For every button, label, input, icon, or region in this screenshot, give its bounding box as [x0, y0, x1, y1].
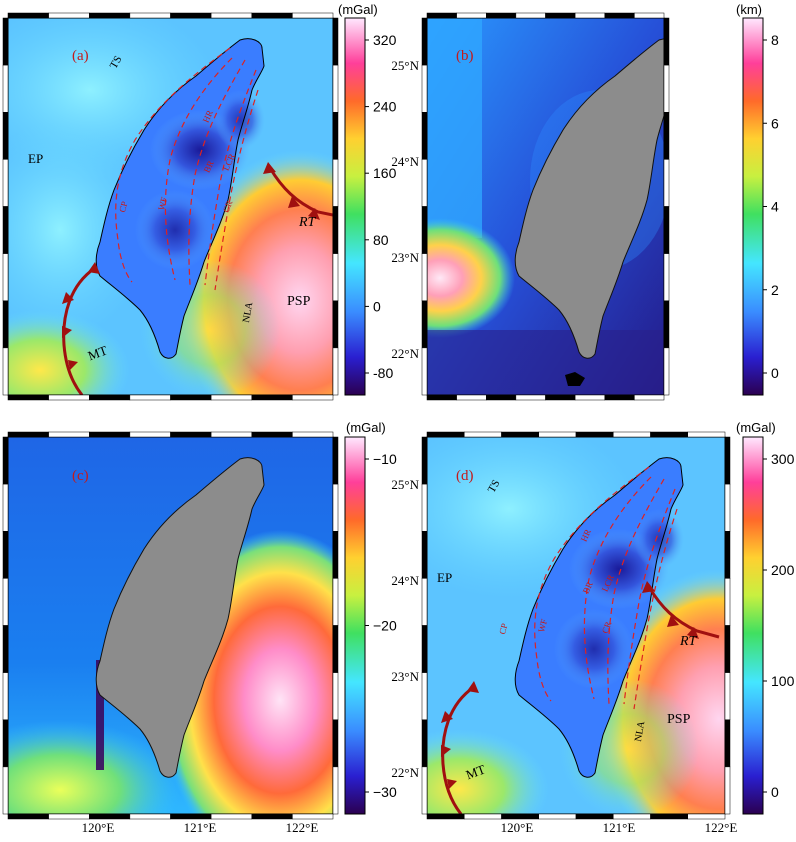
panel-d: (d) TS EP RT PSP MT NLA CP WF HR BR LCR … [421, 431, 731, 820]
lat-label: 23°N [391, 669, 419, 684]
colorbar-a-tick: 0 [373, 298, 381, 314]
panel-a-label-psp: PSP [287, 294, 311, 309]
colorbar-d-tick: 0 [771, 784, 779, 800]
lat-label: 25°N [0, 58, 1, 73]
panel-b-frame [421, 12, 670, 401]
panel-d-fault-wf: WF [536, 618, 549, 634]
panel-d-frame [421, 431, 731, 820]
lat-label: 22°N [391, 765, 419, 780]
panel-b: (b) [421, 12, 670, 401]
colorbar-c-tick: −10 [373, 451, 397, 467]
lon-label: 120°E [501, 820, 534, 835]
panel-d-fault-cr: CR [600, 620, 614, 635]
axis-labels: 25°N 24°N 23°N 22°N 25°N 24°N 23°N 22°N 25°N 24°N… [0, 58, 737, 835]
colorbar-c-tick: −30 [373, 784, 397, 800]
colorbar-a-tick: 240 [373, 99, 397, 115]
colorbar-d: (mGal) 300 200 100 0 [736, 420, 795, 815]
colorbar-a-tick: 320 [373, 32, 397, 48]
panel-b-map: (b) [427, 18, 664, 395]
panel-a-fault-wf: WF [156, 196, 169, 212]
panel-d-map: (d) TS EP RT PSP MT NLA CP WF HR BR LCR … [427, 437, 725, 814]
colorbar-b-tick: 6 [771, 115, 779, 131]
colorbar-a: (mGal) 320 240 160 80 0 -80 [338, 2, 397, 396]
panel-d-label-nla: NLA [633, 720, 648, 743]
lat-label: 22°N [391, 346, 419, 361]
panel-c-map: (c) [8, 437, 333, 814]
colorbar-d-tick: 200 [771, 562, 795, 578]
rt-trench [268, 167, 333, 217]
colorbar-a-unit: (mGal) [338, 2, 378, 17]
panel-d-label-ep: EP [437, 570, 452, 585]
panel-a-fault-br: BR [202, 159, 216, 174]
colorbar-a-tick: 80 [373, 232, 389, 248]
lat-label: 25°N [391, 58, 419, 73]
lat-label: 25°N [391, 477, 419, 492]
panel-a-frame [2, 12, 339, 401]
lat-label: 25°N [0, 477, 1, 492]
panel-a: (a) TS EP RT PSP MT NLA CP WF HR BR LCR … [2, 12, 339, 401]
panel-a-fault-cp: CP [117, 200, 130, 213]
panel-c-letter: (c) [72, 468, 89, 484]
colorbar-c-unit: (mGal) [346, 420, 386, 435]
mt-trench [62, 266, 96, 395]
colorbar-b-tick: 0 [771, 365, 779, 381]
panel-a-letter: (a) [72, 48, 89, 64]
panel-d-fault-cp: CP [497, 622, 510, 635]
panel-a-label-ep: EP [28, 151, 43, 166]
panel-d-fault-hr: HR [579, 528, 593, 544]
lat-label: 24°N [0, 573, 1, 588]
panel-b-letter: (b) [456, 48, 474, 64]
lat-label: 22°N [0, 346, 1, 361]
lon-label: 121°E [184, 820, 217, 835]
panel-d-label-rt: RT [679, 634, 698, 649]
panel-a-faults [115, 47, 259, 291]
colorbar-c: (mGal) −10 −20 −30 [344, 420, 397, 815]
lat-label: 23°N [0, 250, 1, 265]
lat-label: 24°N [0, 154, 1, 169]
colorbar-b-tick: 2 [771, 282, 779, 298]
lon-label: 120°E [82, 820, 115, 835]
colorbar-c-tick: −20 [373, 618, 397, 634]
lon-label: 122°E [705, 820, 738, 835]
panel-d-letter: (d) [456, 468, 474, 484]
panel-a-fault-hr: HR [201, 109, 215, 125]
lat-label: 23°N [391, 250, 419, 265]
lon-label: 121°E [603, 820, 636, 835]
colorbar-a-tick: 160 [373, 165, 397, 181]
lat-label: 24°N [391, 573, 419, 588]
colorbar-a-tick: -80 [373, 365, 393, 381]
panel-c-frame [2, 431, 339, 820]
panel-a-fault-cr: CR [221, 199, 235, 214]
panel-d-label-mt: MT [464, 762, 488, 783]
panel-a-label-ts: TS [108, 54, 125, 71]
lat-label: 23°N [0, 669, 1, 684]
colorbar-b-tick: 4 [771, 199, 779, 215]
colorbar-b: (km) 8 6 4 2 0 [736, 2, 779, 396]
colorbar-d-unit: (mGal) [736, 420, 776, 435]
colorbar-b-unit: (km) [736, 2, 762, 17]
panel-a-label-rt: RT [298, 215, 317, 230]
panel-d-label-ts: TS [486, 478, 503, 495]
panel-a-map: (a) TS EP RT PSP MT NLA CP WF HR BR LCR … [8, 18, 333, 395]
panel-a-label-nla: NLA [241, 301, 256, 324]
panel-c: (c) [2, 431, 339, 820]
colorbar-d-tick: 100 [771, 673, 795, 689]
panel-a-label-mt: MT [86, 343, 110, 364]
colorbar-d-tick: 300 [771, 451, 795, 467]
panel-d-label-psp: PSP [667, 712, 691, 727]
lat-label: 24°N [391, 154, 419, 169]
colorbar-b-tick: 8 [771, 32, 779, 48]
lon-label: 122°E [286, 820, 319, 835]
panel-d-fault-br: BR [581, 580, 595, 595]
lat-label: 22°N [0, 765, 1, 780]
